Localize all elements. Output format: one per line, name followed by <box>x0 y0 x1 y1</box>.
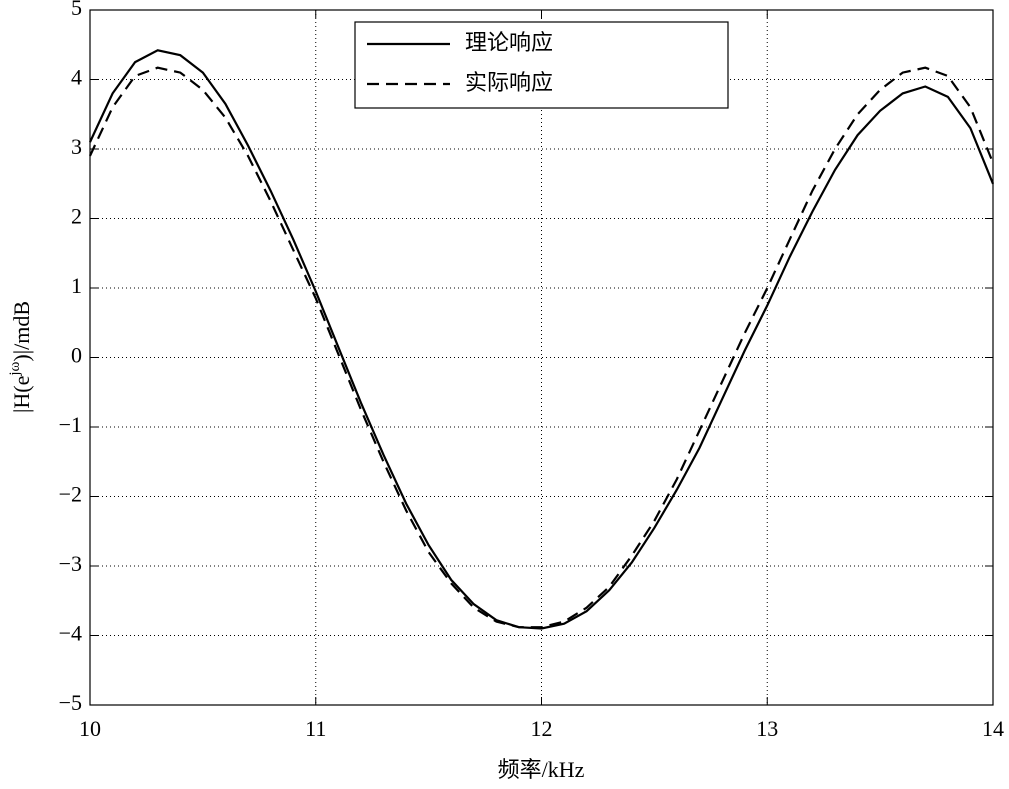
y-tick-label: 4 <box>71 65 82 90</box>
y-tick-label: 2 <box>71 204 82 229</box>
y-tick-label: −4 <box>59 621 82 646</box>
plot-frame <box>89 9 994 706</box>
y-axis-label-part: |H(e <box>9 376 34 413</box>
y-axis-label-part: )|/mdB <box>9 301 34 362</box>
y-tick-label: 3 <box>71 134 82 159</box>
y-tick-label: −1 <box>59 412 82 437</box>
legend-box <box>354 21 729 109</box>
series-line <box>89 66 995 629</box>
x-axis-label: 频率/kHz <box>498 757 585 782</box>
x-tick-label: 14 <box>982 716 1004 741</box>
series-line <box>89 49 995 630</box>
y-axis-label-sup: jω <box>7 361 23 376</box>
y-axis-label: |H(ejω)|/mdB <box>7 301 34 413</box>
y-tick-label: −5 <box>59 690 82 715</box>
y-tick-label: −2 <box>59 482 82 507</box>
y-tick-label: 0 <box>71 343 82 368</box>
y-tick-label: 1 <box>71 273 82 298</box>
x-tick-label: 12 <box>531 716 553 741</box>
legend-label: 理论响应 <box>465 31 553 56</box>
x-tick-label: 11 <box>305 716 326 741</box>
legend-label: 实际响应 <box>465 71 553 96</box>
x-tick-label: 13 <box>756 716 778 741</box>
x-tick-label: 10 <box>79 716 101 741</box>
y-tick-label: −3 <box>59 551 82 576</box>
y-tick-label: 5 <box>71 0 82 20</box>
